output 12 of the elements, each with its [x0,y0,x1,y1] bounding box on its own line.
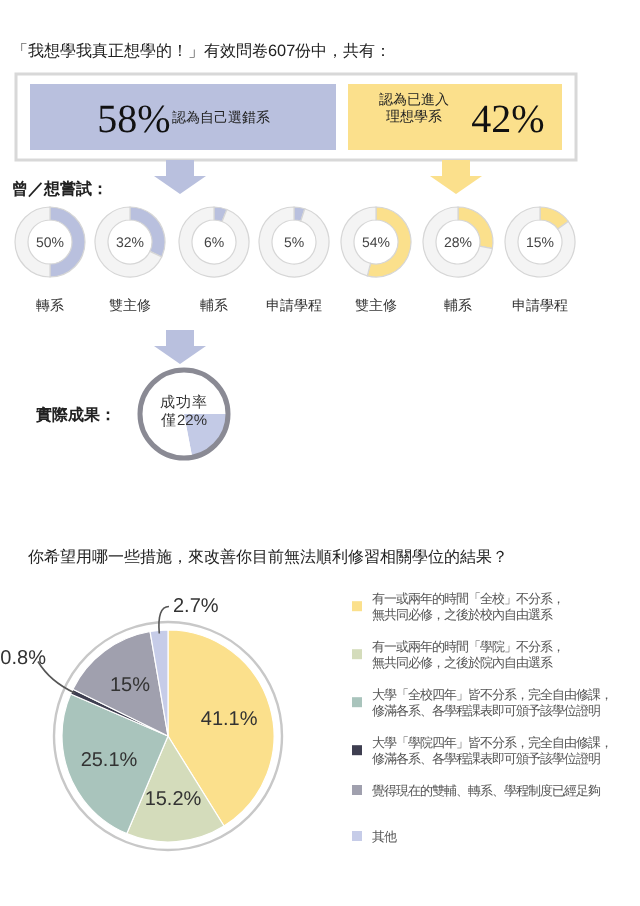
text: 42% [471,98,545,142]
data-label: 2.7% [172,595,219,618]
data-label: 15.2% [144,788,202,811]
text: 58% [97,98,171,142]
data-label: 0.8% [0,646,47,669]
chart-title: 你希望用哪一些措施，來改善你目前無法順利修習相關學位的結果？ [28,548,508,566]
data-label: 41.1% [200,707,258,730]
text: 實際成果： [36,406,116,424]
data-label: 25.1% [80,748,138,771]
text: 曾／想嘗試： [12,180,108,198]
text: 「我想學我真正想學的！」有效問卷607份中，共有： [12,42,392,60]
data-label: 15% [109,674,151,697]
